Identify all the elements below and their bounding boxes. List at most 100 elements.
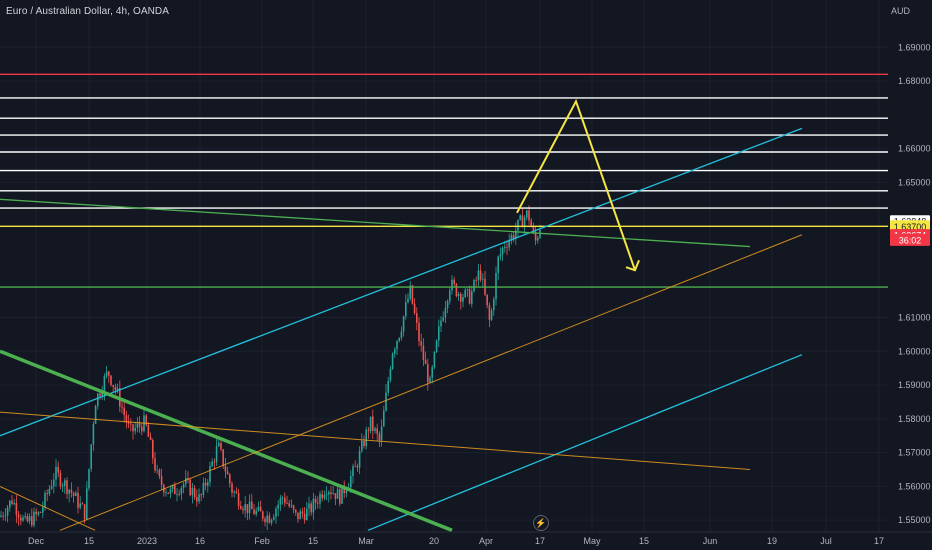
time-tick-label: 15 bbox=[84, 536, 94, 546]
candle-body bbox=[180, 487, 183, 495]
time-tick-label: 17 bbox=[535, 536, 545, 546]
candle-body bbox=[468, 289, 471, 304]
horizontal-levels[interactable]: 1.682001.675001.669001.664001.659001.653… bbox=[0, 68, 930, 294]
price-tags: 1.638481.637001.6367436:02 bbox=[890, 215, 930, 246]
price-tag-label: 1.63700 bbox=[894, 222, 927, 232]
candle-body bbox=[424, 359, 427, 365]
candle-body bbox=[125, 415, 128, 423]
candle-body bbox=[68, 489, 70, 494]
candle-body bbox=[396, 341, 398, 350]
candle-body bbox=[308, 503, 310, 509]
time-tick-label: 17 bbox=[874, 536, 884, 546]
candle-body bbox=[321, 493, 323, 499]
candle-body bbox=[378, 433, 381, 441]
candle-body bbox=[259, 506, 262, 512]
time-axis[interactable]: Dec 15 2023 16 Feb 15 Mar 20 Apr 17 May 15 Jun 19 Jul 1… bbox=[0, 531, 932, 546]
candle-body bbox=[156, 469, 158, 471]
candle-body bbox=[510, 235, 513, 241]
candle-body bbox=[75, 492, 77, 496]
candle-body bbox=[262, 511, 264, 519]
candle-body bbox=[77, 492, 79, 508]
candle-body bbox=[46, 492, 48, 495]
candle-body bbox=[486, 294, 488, 306]
candle-body bbox=[79, 503, 81, 508]
candle-body bbox=[517, 219, 519, 231]
candle-body bbox=[86, 488, 88, 520]
candle-body bbox=[112, 384, 114, 387]
price-tick-label: 1.59000 bbox=[898, 380, 931, 390]
lightning-icon[interactable]: ⚡ bbox=[533, 515, 549, 531]
candle-body bbox=[352, 466, 354, 477]
price-tick-label: 1.57000 bbox=[898, 448, 931, 458]
candle-body bbox=[310, 503, 312, 513]
candle-body bbox=[44, 492, 46, 508]
candle-body bbox=[506, 246, 508, 248]
candle-body bbox=[70, 489, 73, 493]
candle-body bbox=[26, 516, 29, 522]
candle-body bbox=[138, 423, 141, 427]
candle-body bbox=[178, 494, 180, 495]
candle-body bbox=[449, 290, 451, 302]
candle-body bbox=[31, 516, 33, 526]
candle-body bbox=[88, 468, 90, 489]
candle-body bbox=[231, 483, 233, 493]
candle-body bbox=[149, 436, 152, 440]
candle-body bbox=[229, 474, 231, 484]
time-tick-label: 20 bbox=[429, 536, 439, 546]
candle-body bbox=[394, 349, 396, 354]
candle-body bbox=[365, 429, 367, 447]
candle-body bbox=[266, 515, 268, 523]
candle-body bbox=[61, 485, 64, 487]
candle-body bbox=[275, 508, 277, 517]
projection[interactable] bbox=[516, 98, 640, 272]
candle-body bbox=[455, 283, 458, 296]
candle-body bbox=[504, 246, 506, 248]
candle-body bbox=[400, 331, 403, 338]
candle-body bbox=[345, 490, 348, 494]
candle-body bbox=[123, 407, 125, 416]
candle-body bbox=[196, 497, 198, 502]
candles bbox=[0, 205, 541, 531]
candle-body bbox=[134, 428, 136, 432]
candle-body bbox=[471, 291, 473, 304]
price-axis[interactable]: 1.55000 1.56000 1.57000 1.58000 1.59000 1.600… bbox=[888, 0, 932, 550]
candle-body bbox=[207, 482, 209, 486]
candle-body bbox=[152, 439, 154, 459]
candle-body bbox=[248, 501, 251, 513]
symbol-title: Euro / Australian Dollar, 4h, OANDA bbox=[6, 6, 170, 17]
candle-body bbox=[493, 299, 495, 311]
candle-body bbox=[17, 514, 20, 518]
candle-body bbox=[253, 509, 255, 515]
candle-body bbox=[374, 428, 376, 431]
trendline bbox=[367, 354, 803, 531]
candle-body bbox=[418, 322, 420, 342]
price-tag-label: 36:02 bbox=[899, 235, 922, 245]
candle-body bbox=[497, 256, 499, 273]
candle-body bbox=[281, 497, 284, 499]
trendline bbox=[0, 411, 751, 471]
candle-body bbox=[103, 376, 106, 393]
candle-body bbox=[48, 488, 51, 495]
candle-body bbox=[319, 493, 321, 504]
time-tick-label: Feb bbox=[254, 536, 270, 546]
candle-body bbox=[519, 215, 521, 220]
candle-body bbox=[37, 512, 40, 515]
candle-body bbox=[398, 337, 400, 342]
candle-body bbox=[233, 491, 235, 493]
candle-body bbox=[457, 293, 460, 296]
price-axis-bg bbox=[888, 0, 932, 550]
candle-body bbox=[185, 478, 187, 485]
candle-body bbox=[413, 303, 416, 314]
candle-body bbox=[429, 377, 431, 383]
candle-body bbox=[171, 485, 174, 490]
candle-body bbox=[6, 507, 9, 516]
candle-body bbox=[81, 503, 84, 505]
candle-body bbox=[528, 210, 530, 221]
trendline bbox=[0, 127, 803, 437]
candle-body bbox=[325, 494, 328, 496]
candle-body bbox=[257, 506, 260, 511]
candle-body bbox=[11, 500, 13, 504]
candle-body bbox=[284, 497, 286, 504]
candle-body bbox=[94, 406, 97, 424]
